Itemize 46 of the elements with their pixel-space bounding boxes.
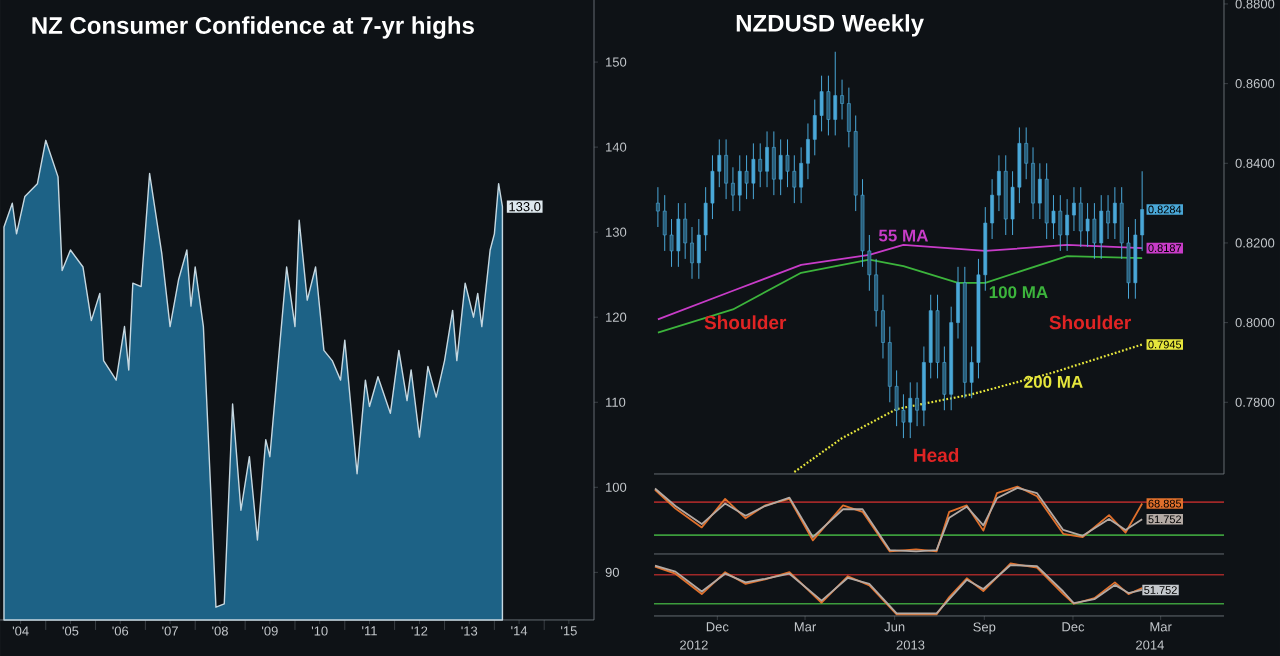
candlestick	[778, 138, 783, 196]
series-label: 55 MA	[878, 229, 928, 242]
candlestick	[1085, 202, 1090, 248]
candlestick	[908, 381, 913, 439]
candlestick	[751, 142, 756, 200]
candlestick	[833, 51, 838, 136]
candlestick	[812, 99, 817, 156]
candlestick	[799, 146, 803, 204]
candlestick	[662, 194, 667, 252]
candlestick	[1078, 186, 1083, 248]
series-label: 100 MA	[989, 286, 1048, 299]
text: NZ Consumer Confidence at 7-yr highs	[32, 16, 474, 39]
candlestick	[1037, 162, 1042, 220]
series-label: 200 MA	[1024, 375, 1083, 388]
candlestick	[683, 202, 688, 260]
candlestick	[1031, 146, 1035, 220]
candlestick	[819, 75, 824, 132]
candlestick	[792, 154, 797, 204]
candlestick	[1065, 198, 1069, 252]
candlestick	[765, 130, 769, 188]
candlestick	[1044, 162, 1049, 240]
annotation: Head	[914, 448, 959, 462]
candlestick	[901, 393, 906, 439]
annotation: Shoulder	[1049, 315, 1131, 330]
candlestick	[771, 130, 776, 196]
candlestick	[724, 138, 728, 200]
candlestick	[690, 226, 694, 280]
candlestick	[1106, 194, 1110, 240]
candlestick	[1072, 186, 1076, 232]
candlestick	[737, 154, 742, 212]
annotation: Shoulder	[704, 315, 787, 330]
candlestick	[1058, 194, 1063, 252]
line-series	[793, 343, 1144, 474]
candlestick	[656, 186, 660, 228]
text: NZDUSD Weekly	[736, 14, 924, 37]
candlestick	[758, 142, 763, 188]
candlestick	[785, 138, 790, 188]
candlestick	[1092, 202, 1097, 260]
candlestick	[826, 75, 831, 136]
candlestick	[1113, 186, 1117, 240]
candlestick	[669, 218, 674, 268]
candlestick	[676, 202, 681, 268]
candlestick	[1099, 194, 1104, 260]
candlestick	[744, 154, 749, 200]
candlestick	[1003, 154, 1008, 236]
candlestick	[806, 122, 810, 180]
